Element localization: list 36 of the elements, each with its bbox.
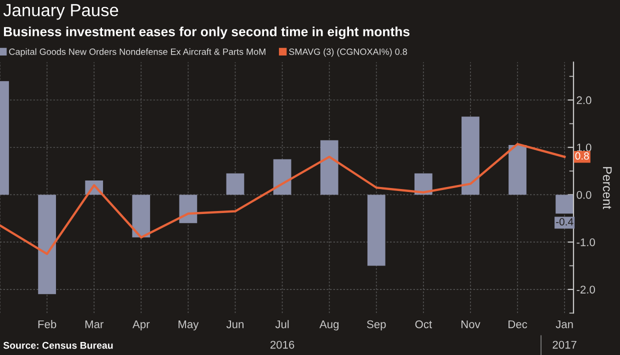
x-tick-label: Aug: [319, 320, 338, 330]
data-label: -0.4: [556, 218, 574, 226]
x-tick-label: Jun: [226, 320, 244, 328]
x-tick-label: Sep: [366, 320, 386, 330]
x-tick-label: Jan: [556, 320, 573, 328]
bar: [273, 159, 292, 195]
x-tick-label: Dec: [508, 320, 528, 328]
x-tick-label: Jul: [275, 320, 289, 328]
bar: [179, 194, 198, 224]
y-tick-label: -2.0: [576, 286, 595, 294]
chart-title: January Pause: [3, 4, 118, 20]
bar: [132, 194, 150, 238]
y-tick-label: 2.0: [576, 96, 592, 104]
x-tick-label: Mar: [85, 320, 104, 328]
y-tick-label: -1.0: [576, 238, 595, 246]
y-axis-title: Percent: [602, 167, 612, 210]
y-tick-label: 0.0: [576, 190, 592, 199]
x-tick-label: Apr: [132, 320, 150, 330]
bar: [38, 194, 56, 294]
bar: [508, 144, 526, 195]
x-tick-label: May: [178, 320, 199, 330]
bar: [556, 194, 574, 214]
x-tick-label: Oct: [415, 320, 432, 328]
legend-label: Capital Goods New Orders Nondefense Ex Aircraft & Parts MoM: [9, 48, 266, 57]
bar: [226, 173, 244, 195]
bar: [367, 194, 386, 266]
source-note: Source: Census Bureau: [3, 342, 113, 349]
x-tick-label: Feb: [38, 320, 56, 328]
text: 2016: [270, 340, 294, 349]
text: 2017: [552, 340, 576, 349]
bar: [320, 140, 338, 195]
chart-subtitle: Business investment eases for only second time in eight months: [4, 26, 410, 39]
x-tick-label: Nov: [462, 320, 480, 328]
data-label: 0.8: [575, 152, 589, 160]
bar: [462, 116, 480, 195]
legend-label: SMAVG (3) (CGNOXAI%) 0.8: [289, 48, 407, 57]
